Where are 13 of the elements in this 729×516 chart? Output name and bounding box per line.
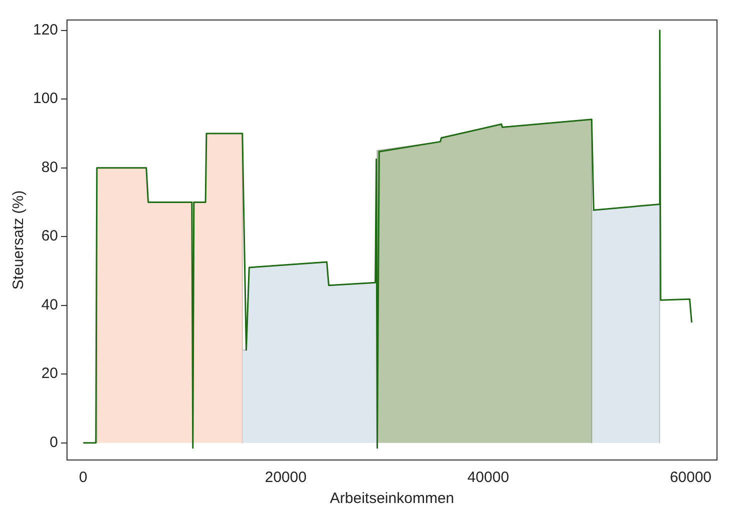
x-axis-title: Arbeitseinkommen: [330, 490, 454, 508]
y-tick-label: 120: [32, 21, 58, 38]
x-tick-label: 60000: [670, 469, 712, 486]
x-tick-label: 40000: [467, 469, 510, 486]
y-tick-label: 0: [50, 434, 58, 451]
x-tick-label: 0: [79, 469, 88, 486]
y-tick-label: 80: [41, 158, 58, 176]
x-tick-label: 20000: [264, 469, 307, 486]
y-tick-label: 100: [32, 90, 58, 108]
y-tick-label: 20: [41, 365, 58, 382]
y-axis-title: Steuersatz (%): [10, 190, 28, 290]
y-tick-label: 60: [41, 228, 58, 245]
y-tick-label: 40: [41, 296, 58, 314]
